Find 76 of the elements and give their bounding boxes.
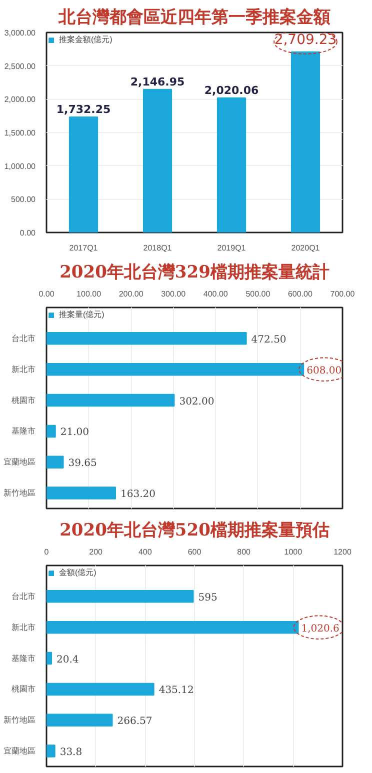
y-tick-label: 桃園市	[12, 396, 36, 405]
x-tick-label: 1000	[284, 548, 303, 556]
bar	[46, 590, 194, 603]
bar	[68, 116, 98, 232]
x-tick-label: 400.00	[203, 290, 228, 298]
y-tick-label: 3,000.00	[4, 28, 36, 38]
y-tick-label: 基隆市	[12, 654, 36, 663]
data-label: 2,146.95	[130, 75, 185, 88]
x-tick-label: 600.00	[288, 290, 313, 298]
x-tick-label: 700.00	[330, 290, 356, 298]
bar	[46, 714, 113, 726]
y-tick-label: 基隆市	[12, 426, 36, 436]
chart-title: 北台灣都會區近四年第一季推案金額	[58, 6, 330, 28]
legend-label: 推案量(億元)	[59, 309, 104, 320]
data-label: 266.57	[117, 716, 152, 728]
x-tick-label: 0	[44, 548, 50, 556]
x-tick-label: 200.00	[118, 290, 144, 298]
x-tick-label: 2017Q1	[69, 244, 98, 252]
legend-label: 推案金額(億元)	[59, 34, 112, 45]
data-label: 163.20	[120, 489, 156, 500]
data-label: 435.12	[158, 685, 194, 696]
annotation: 2,709.23	[274, 32, 337, 48]
data-label: 39.65	[68, 458, 97, 470]
legend-label: 金額(億元)	[59, 567, 96, 578]
x-tick-label: 300.00	[161, 290, 186, 298]
y-tick-label: 500.00	[11, 195, 36, 204]
x-tick-label: 2020Q1	[291, 244, 320, 252]
bar	[46, 456, 64, 468]
x-tick-label: 2019Q1	[217, 244, 246, 252]
y-tick-label: 1,000.00	[4, 162, 36, 171]
bar	[46, 362, 304, 376]
y-tick-label: 新北市	[12, 622, 36, 632]
x-tick-label: 2018Q1	[143, 244, 172, 252]
y-tick-label: 台北市	[12, 592, 36, 601]
data-label: 21.00	[60, 427, 90, 438]
data-label: 472.50	[251, 334, 286, 346]
bar	[46, 620, 299, 634]
y-tick-label: 1,500.00	[4, 128, 36, 138]
y-tick-label: 宜蘭地區	[4, 458, 36, 467]
y-tick-label: 新北市	[12, 364, 36, 374]
bar	[46, 486, 116, 500]
x-tick-label: 400	[138, 548, 152, 556]
data-label: 33.8	[60, 747, 82, 758]
bar	[46, 424, 56, 438]
data-label: 2,020.06	[204, 84, 259, 97]
chart-title: 2020年北台灣329檔期推案量統計	[60, 262, 330, 282]
bar	[46, 682, 154, 696]
x-tick-label: 1200	[334, 548, 352, 556]
bar	[46, 394, 175, 407]
data-label: 302.00	[179, 396, 214, 408]
data-label: 20.4	[56, 654, 79, 666]
y-tick-label: 2,500.00	[4, 62, 36, 71]
bar	[142, 88, 172, 232]
y-tick-label: 0.00	[20, 228, 36, 238]
x-tick-label: 100.00	[76, 290, 102, 298]
y-tick-label: 桃園市	[12, 684, 36, 694]
bar	[216, 97, 246, 232]
annotation: 608.00	[306, 365, 342, 376]
data-label: 1,732.25	[56, 103, 111, 116]
x-tick-label: 500.00	[246, 290, 271, 298]
x-tick-label: 600	[188, 548, 202, 556]
y-tick-label: 2,000.00	[4, 95, 36, 104]
y-tick-label: 新竹地區	[4, 716, 36, 725]
bar	[46, 332, 247, 345]
bar	[46, 744, 56, 758]
y-tick-label: 新竹地區	[4, 488, 36, 498]
x-tick-label: 800	[237, 548, 252, 556]
annotation: 1,020.6	[301, 623, 340, 634]
bar	[46, 652, 52, 665]
y-tick-label: 台北市	[12, 334, 36, 343]
x-tick-label: 0.00	[38, 290, 55, 298]
data-label: 595	[198, 592, 218, 604]
y-tick-label: 宜蘭地區	[4, 746, 36, 756]
chart-title: 2020年北台灣520檔期推案量預估	[60, 520, 330, 540]
x-tick-label: 200	[89, 548, 104, 556]
bar	[290, 51, 320, 232]
